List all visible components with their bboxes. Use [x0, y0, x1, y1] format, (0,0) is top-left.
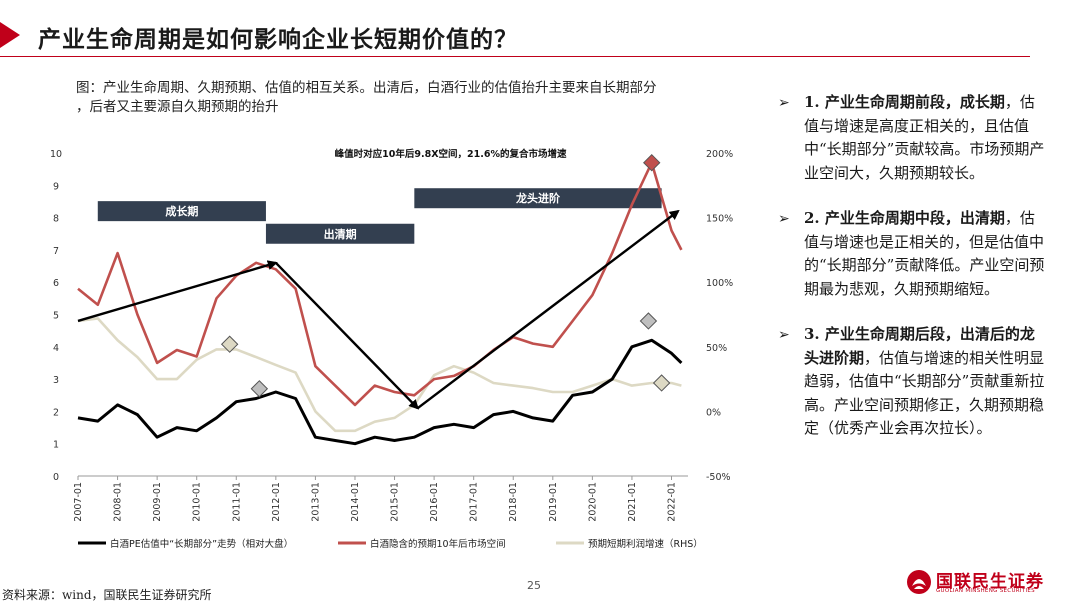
bullet-arrow-icon: ➢: [778, 211, 790, 227]
legend-label-0: 白酒PE估值中“长期部分”走势（相对大盘）: [110, 538, 293, 550]
y-tick-label-left: 6: [53, 278, 59, 289]
chart-annotation: 峰值时对应10年后9.8X空间，21.6%的复合市场增速: [335, 148, 567, 160]
trend-arrows: [77, 209, 680, 410]
key-point-1: ➢ 1. 产业生命周期前段，成长期，估值与增速是高度正相关的，且估值中“长期部分…: [778, 91, 1048, 185]
x-tick-label: 2021-01: [627, 482, 638, 522]
logo-mark-icon: [907, 570, 931, 594]
y-tick-label-left: 1: [53, 440, 59, 451]
chart-annotation-group: 峰值时对应10年后9.8X空间，21.6%的复合市场增速: [335, 148, 567, 160]
legend-label-2: 预期短期利润增速（RHS）: [588, 538, 703, 550]
key-points: ➢ 1. 产业生命周期前段，成长期，估值与增速是高度正相关的，且估值中“长期部分…: [778, 91, 1048, 463]
x-tick-label: 2008-01: [113, 482, 124, 522]
diamond-marker: [220, 335, 239, 353]
x-tick-label: 2022-01: [667, 482, 678, 522]
key-point-2-heading: 2. 产业生命周期中段，出清期: [804, 209, 1005, 227]
key-point-3: ➢ 3. 产业生命周期后段，出清后的龙头进阶期，估值与增速的相关性明显趋弱，估值…: [778, 323, 1048, 441]
y-tick-label-left: 0: [53, 472, 59, 483]
diamond-marker: [639, 312, 658, 330]
x-tick-label: 2009-01: [152, 482, 163, 522]
figure-caption-line-1: 图：产业生命周期、久期预期、估值的相互关系。出清后，白酒行业的估值抬升主要来自长…: [76, 80, 657, 96]
phase-label: 成长期: [165, 204, 198, 218]
y-tick-label-left: 9: [53, 181, 59, 192]
key-point-1-heading: 1. 产业生命周期前段，成长期: [804, 93, 1005, 111]
logo-name-en: GUOLIAN MINSHENG SECURITIES: [936, 588, 1035, 594]
phase-band: [265, 223, 415, 244]
x-tick-label: 2013-01: [310, 482, 321, 522]
bullet-arrow-icon: ➢: [778, 327, 790, 343]
chart-markers: [220, 153, 671, 398]
y-tick-label-right: 200%: [706, 149, 733, 160]
page-number: 25: [527, 579, 541, 592]
y-tick-label-left: 7: [53, 246, 59, 257]
phase-label: 龙头进阶: [515, 191, 561, 205]
trend-arrow: [77, 260, 278, 323]
title-divider: [0, 56, 1030, 57]
trend-arrow: [416, 209, 680, 410]
figure-caption: 图：产业生命周期、久期预期、估值的相互关系。出清后，白酒行业的估值抬升主要来自长…: [76, 79, 746, 117]
y-tick-label-right: 150%: [706, 214, 733, 225]
x-tick-label: 2015-01: [390, 482, 401, 522]
y-tick-label-right: 50%: [706, 343, 727, 354]
key-point-3-heading: 3. 产业生命周期后段，出清后的龙头进阶期: [804, 325, 1035, 367]
y-tick-label-left: 5: [53, 311, 59, 322]
phase-label: 出清期: [324, 227, 357, 241]
series-line-1: [77, 161, 683, 407]
key-point-2-body: ，估值与增速也是正相关的，但是估值中的“长期部分”贡献降低。产业空间预期最为悲观…: [804, 209, 1045, 298]
x-tick-label: 2018-01: [508, 482, 519, 522]
logo-name: 国联民生证券: [936, 572, 1044, 592]
y-tick-label-left: 8: [53, 214, 59, 225]
y-tick-label-right: 0%: [706, 407, 721, 418]
bullet-arrow-icon: ➢: [778, 95, 790, 111]
y-tick-label-left: 3: [53, 375, 59, 386]
x-tick-label: 2007-01: [73, 482, 84, 522]
legend-label-1: 白酒隐含的预期10年后市场空间: [370, 538, 506, 550]
trend-arrow: [274, 261, 420, 410]
x-tick-label: 2012-01: [271, 482, 282, 522]
series-line-2: [77, 317, 682, 433]
phase-band: [97, 201, 266, 222]
series-line-0: [77, 338, 683, 446]
y-tick-label-right: 100%: [706, 278, 733, 289]
title-accent-mark: [0, 22, 20, 48]
y-tick-label-left: 2: [53, 407, 59, 418]
x-tick-label: 2010-01: [192, 482, 203, 522]
x-tick-label: 2011-01: [231, 482, 242, 522]
source-note: 资料来源：wind，国联民生证券研究所: [2, 588, 212, 602]
x-tick-label: 2014-01: [350, 482, 361, 522]
key-point-1-body: ，估值与增速是高度正相关的，且估值中“长期部分”贡献较高。市场预期产业空间大，久…: [804, 93, 1045, 182]
y-tick-label-left: 4: [53, 343, 59, 354]
x-tick-label: 2019-01: [548, 482, 559, 522]
diamond-marker: [652, 374, 671, 392]
y-tick-label-left: 10: [50, 149, 62, 160]
phase-band: [414, 188, 662, 209]
figure-caption-line-2: ，后者又主要源自久期预期的抬升: [76, 99, 279, 115]
lifecycle-chart: 0 1 2 3 4 5 6 7 8 9 10 -50% 0% 50% 100% 150% 200% 2007-01…: [50, 148, 733, 550]
x-tick-label: 2016-01: [429, 482, 440, 522]
chart-axes: 0 1 2 3 4 5 6 7 8 9 10 -50% 0% 50% 100% 150% 200% 2007-01…: [50, 149, 733, 522]
diamond-marker: [250, 380, 269, 398]
chart-series: [77, 161, 683, 446]
y-tick-label-right: -50%: [706, 472, 731, 483]
chart-legend: 白酒PE估值中“长期部分”走势（相对大盘） 白酒隐含的预期10年后市场空间 预期短期…: [78, 538, 703, 550]
company-logo: 国联民生证券 GUOLIAN MINSHENG SECURITIES: [906, 567, 1056, 597]
x-tick-label: 2017-01: [469, 482, 480, 522]
x-tick-label: 2020-01: [587, 482, 598, 522]
key-point-2: ➢ 2. 产业生命周期中段，出清期，估值与增速也是正相关的，但是估值中的“长期部…: [778, 207, 1048, 301]
diamond-marker: [643, 153, 661, 172]
key-point-3-body: ，估值与增速的相关性明显趋弱，估值中“长期部分”贡献重新拉高。产业空间预期修正，…: [804, 348, 1045, 438]
page-title: 产业生命周期是如何影响企业长短期价值的？: [38, 26, 518, 53]
